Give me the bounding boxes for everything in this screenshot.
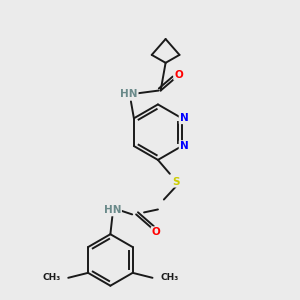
Text: HN: HN <box>120 88 138 98</box>
Text: N: N <box>180 141 188 151</box>
Text: O: O <box>174 70 183 80</box>
Text: CH₃: CH₃ <box>160 273 179 282</box>
Text: N: N <box>180 113 188 123</box>
Text: CH₃: CH₃ <box>42 273 60 282</box>
Text: O: O <box>152 227 160 237</box>
Text: S: S <box>172 177 179 187</box>
Text: HN: HN <box>103 206 121 215</box>
